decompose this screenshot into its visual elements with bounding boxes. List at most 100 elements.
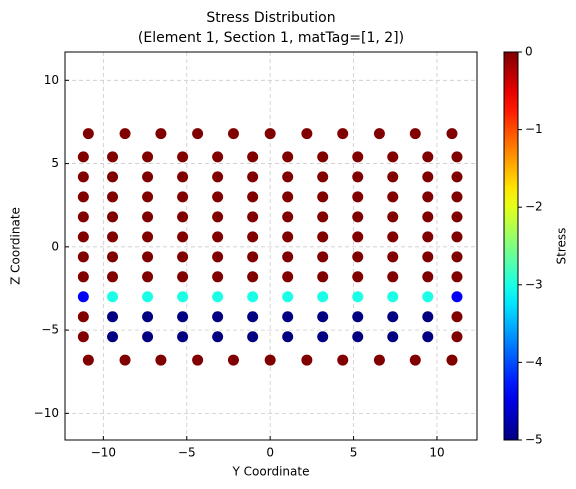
point xyxy=(177,171,189,183)
point xyxy=(422,291,434,303)
point xyxy=(352,331,364,343)
point xyxy=(451,311,463,323)
point xyxy=(142,331,154,343)
point xyxy=(155,354,167,366)
point xyxy=(107,171,119,183)
point xyxy=(337,354,349,366)
x-tick-label: −10 xyxy=(91,446,116,460)
point xyxy=(177,311,189,323)
point xyxy=(317,311,329,323)
point xyxy=(282,311,294,323)
point xyxy=(282,211,294,223)
point xyxy=(387,231,399,243)
y-tick-label: 5 xyxy=(51,156,59,170)
point xyxy=(142,191,154,203)
point xyxy=(192,354,204,366)
point xyxy=(387,211,399,223)
point xyxy=(373,354,385,366)
point xyxy=(247,211,259,223)
point xyxy=(212,331,224,343)
point xyxy=(451,251,463,263)
point xyxy=(212,271,224,283)
point xyxy=(451,231,463,243)
point xyxy=(77,171,89,183)
y-tick-label: 10 xyxy=(44,73,59,87)
point xyxy=(282,191,294,203)
point xyxy=(317,231,329,243)
point xyxy=(77,151,89,163)
point xyxy=(155,128,167,140)
x-tick-label: 0 xyxy=(266,446,274,460)
point xyxy=(282,271,294,283)
point xyxy=(247,151,259,163)
chart-title: Stress Distribution xyxy=(206,10,335,26)
point xyxy=(301,128,313,140)
point xyxy=(409,354,421,366)
point xyxy=(142,231,154,243)
point xyxy=(451,191,463,203)
point xyxy=(142,311,154,323)
point xyxy=(446,354,458,366)
point xyxy=(142,171,154,183)
point xyxy=(446,128,458,140)
point xyxy=(247,251,259,263)
point xyxy=(422,271,434,283)
point xyxy=(177,151,189,163)
point xyxy=(212,191,224,203)
point xyxy=(282,291,294,303)
point xyxy=(227,128,239,140)
y-tick-label: −5 xyxy=(41,323,59,337)
point xyxy=(77,211,89,223)
point xyxy=(77,231,89,243)
point xyxy=(282,331,294,343)
point xyxy=(107,191,119,203)
y-tick-label: −10 xyxy=(34,406,59,420)
point xyxy=(212,251,224,263)
point xyxy=(264,354,276,366)
point xyxy=(422,171,434,183)
point xyxy=(107,331,119,343)
point xyxy=(451,291,463,303)
point xyxy=(77,191,89,203)
point xyxy=(451,271,463,283)
point xyxy=(212,231,224,243)
point xyxy=(451,211,463,223)
colorbar-tick-label: −5 xyxy=(525,433,543,447)
point xyxy=(142,211,154,223)
point xyxy=(77,311,89,323)
point xyxy=(352,151,364,163)
point xyxy=(247,231,259,243)
point xyxy=(422,191,434,203)
point xyxy=(282,151,294,163)
point xyxy=(142,271,154,283)
colorbar-tick-label: −1 xyxy=(525,122,543,136)
point xyxy=(337,128,349,140)
point xyxy=(409,128,421,140)
point xyxy=(422,231,434,243)
point xyxy=(119,128,131,140)
point xyxy=(212,311,224,323)
y-tick-label: 0 xyxy=(51,239,59,253)
point xyxy=(282,251,294,263)
point xyxy=(317,191,329,203)
point xyxy=(177,271,189,283)
point xyxy=(177,191,189,203)
point xyxy=(264,128,276,140)
point xyxy=(282,231,294,243)
point xyxy=(317,251,329,263)
point xyxy=(387,331,399,343)
point xyxy=(77,291,89,303)
point xyxy=(107,151,119,163)
point xyxy=(142,151,154,163)
point xyxy=(317,271,329,283)
point xyxy=(451,331,463,343)
point xyxy=(77,251,89,263)
point xyxy=(387,311,399,323)
point xyxy=(352,191,364,203)
point xyxy=(177,231,189,243)
colorbar-tick-label: −2 xyxy=(525,200,543,214)
point xyxy=(177,291,189,303)
point xyxy=(422,311,434,323)
point xyxy=(107,311,119,323)
point xyxy=(82,354,94,366)
